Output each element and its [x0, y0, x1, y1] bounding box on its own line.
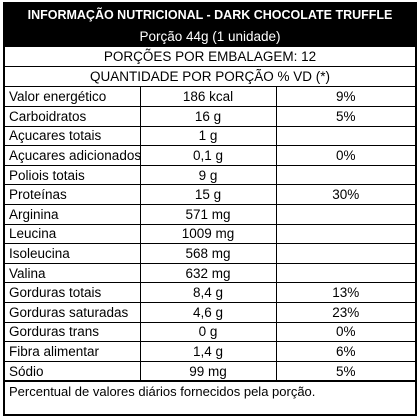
nutrient-amount: 9 g — [139, 164, 277, 186]
nutrient-amount: 16 g — [139, 106, 277, 127]
nutrient-name: Gorduras totais — [5, 282, 141, 304]
table-row: Açucares totais 1 g — [5, 125, 415, 147]
nutrient-amount: 1009 mg — [139, 223, 277, 245]
table-row: Açucares adicionados 0,1 g 0% — [5, 145, 415, 166]
nutrient-daily-value — [275, 204, 415, 225]
nutrient-name: Açucares adicionados — [5, 145, 141, 166]
nutrient-amount: 1 g — [139, 125, 277, 147]
table-row: Gorduras totais 8,4 g 13% — [5, 282, 415, 304]
nutrition-facts-panel: INFORMAÇÃO NUTRICIONAL - DARK CHOCOLATE … — [3, 2, 417, 416]
nutrition-title: INFORMAÇÃO NUTRICIONAL - DARK CHOCOLATE … — [5, 4, 415, 26]
nutrient-name: Gorduras trans — [5, 321, 141, 343]
nutrient-daily-value: 9% — [275, 87, 415, 108]
nutrient-name: Sódio — [5, 360, 141, 382]
nutrient-daily-value — [275, 164, 415, 186]
nutrient-amount: 4,6 g — [139, 302, 277, 323]
nutrient-amount: 1,4 g — [139, 341, 277, 362]
nutrient-name: Poliois totais — [5, 164, 141, 186]
table-row: Arginina 571 mg — [5, 204, 415, 225]
nutrient-daily-value: 13% — [275, 282, 415, 304]
nutrient-name: Leucina — [5, 223, 141, 245]
nutrient-name: Valina — [5, 262, 141, 284]
nutrient-table-body: Valor energético 186 kcal 9% Carboidratos 16… — [5, 87, 415, 382]
nutrient-name: Gorduras saturadas — [5, 302, 141, 323]
nutrient-daily-value — [275, 125, 415, 147]
table-row: Sódio 99 mg 5% — [5, 360, 415, 382]
columns-header: QUANTIDADE POR PORÇÃO % VD (*) — [5, 67, 415, 87]
nutrient-amount: 632 mg — [139, 262, 277, 284]
nutrient-amount: 0,1 g — [139, 145, 277, 166]
table-row: Proteínas 15 g 30% — [5, 184, 415, 206]
nutrient-daily-value — [275, 243, 415, 264]
nutrient-daily-value: 0% — [275, 145, 415, 166]
table-row: Valor energético 186 kcal 9% — [5, 87, 415, 108]
nutrient-daily-value: 5% — [275, 106, 415, 127]
nutrient-name: Isoleucina — [5, 243, 141, 264]
table-row: Carboidratos 16 g 5% — [5, 106, 415, 127]
table-row: Gorduras trans 0 g 0% — [5, 321, 415, 343]
nutrient-amount: 571 mg — [139, 204, 277, 225]
nutrient-amount: 99 mg — [139, 360, 277, 382]
servings-per-package: PORÇÕES POR EMBALAGEM: 12 — [5, 47, 415, 67]
nutrient-name: Fibra alimentar — [5, 341, 141, 362]
nutrient-name: Arginina — [5, 204, 141, 225]
footnote: Percentual de valores diários fornecidos… — [5, 381, 415, 402]
nutrient-amount: 15 g — [139, 184, 277, 206]
nutrient-daily-value — [275, 262, 415, 284]
nutrient-name: Valor energético — [5, 87, 141, 108]
nutrient-name: Proteínas — [5, 184, 141, 206]
table-row: Leucina 1009 mg — [5, 223, 415, 245]
nutrient-daily-value — [275, 223, 415, 245]
nutrient-amount: 186 kcal — [139, 87, 277, 108]
table-row: Gorduras saturadas 4,6 g 23% — [5, 302, 415, 323]
nutrient-daily-value: 5% — [275, 360, 415, 382]
table-row: Fibra alimentar 1,4 g 6% — [5, 341, 415, 362]
table-row: Valina 632 mg — [5, 262, 415, 284]
nutrient-daily-value: 30% — [275, 184, 415, 206]
nutrient-daily-value: 0% — [275, 321, 415, 343]
table-row: Poliois totais 9 g — [5, 164, 415, 186]
nutrient-amount: 0 g — [139, 321, 277, 343]
nutrient-daily-value: 6% — [275, 341, 415, 362]
nutrient-amount: 568 mg — [139, 243, 277, 264]
portion-size: Porção 44g (1 unidade) — [5, 26, 415, 47]
nutrient-table: Valor energético 186 kcal 9% Carboidratos 16… — [5, 87, 415, 382]
table-row: Isoleucina 568 mg — [5, 243, 415, 264]
nutrient-daily-value: 23% — [275, 302, 415, 323]
nutrient-amount: 8,4 g — [139, 282, 277, 304]
nutrient-name: Açucares totais — [5, 125, 141, 147]
nutrient-name: Carboidratos — [5, 106, 141, 127]
